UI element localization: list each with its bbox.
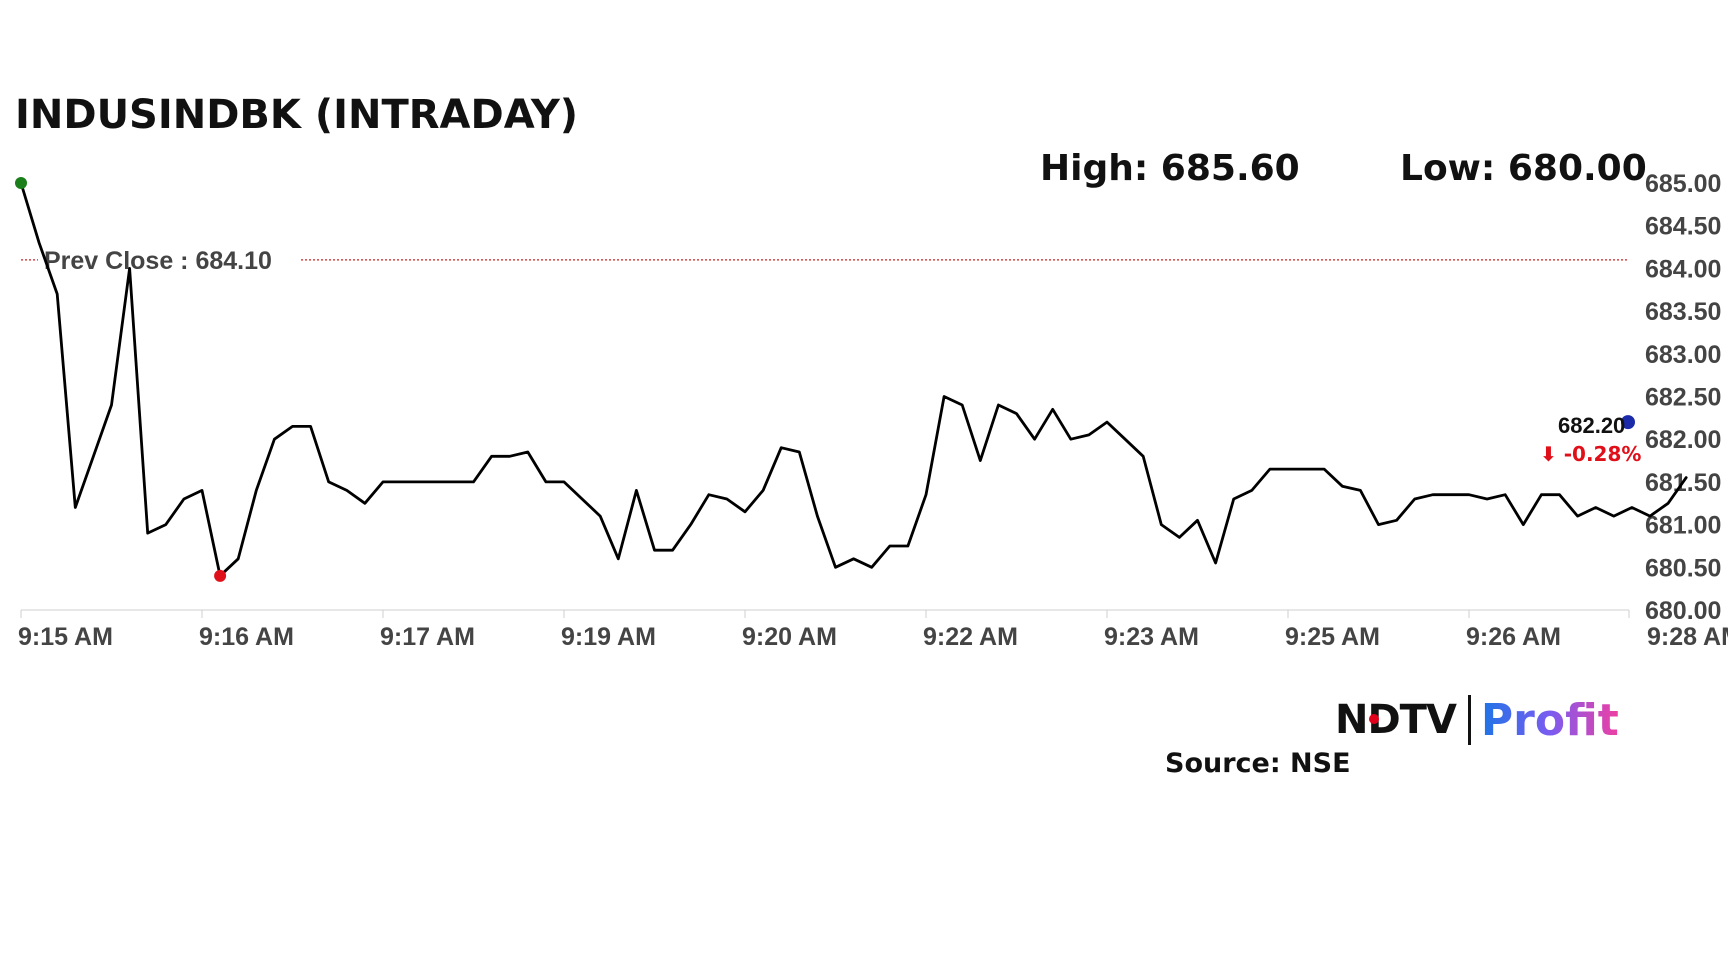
y-tick-label: 685.00 [1645, 170, 1721, 198]
x-tick-label: 9:22 AM [923, 623, 1018, 651]
x-tick-label: 9:17 AM [380, 623, 475, 651]
day-low-marker [214, 569, 227, 582]
x-tick-label: 9:16 AM [199, 623, 294, 651]
x-tick-label: 9:25 AM [1285, 623, 1380, 651]
ndtv-profit-logo: NDTV Profit [1335, 692, 1619, 748]
day-low-label: Low: 680.00 [1400, 148, 1647, 189]
y-tick-label: 681.00 [1645, 512, 1721, 540]
chart-title: INDUSINDBK (INTRADAY) [15, 92, 579, 138]
ndtv-wordmark: NDTV [1335, 697, 1457, 743]
x-tick-label: 9:26 AM [1466, 623, 1561, 651]
source-label: Source: NSE [1165, 748, 1351, 779]
logo-divider [1467, 695, 1471, 745]
y-tick-label: 680.50 [1645, 554, 1721, 582]
x-tick-label: 9:20 AM [742, 623, 837, 651]
y-tick-label: 684.50 [1645, 213, 1721, 241]
y-tick-label: 682.00 [1645, 426, 1721, 454]
last-price-label: 682.20 [1558, 413, 1625, 438]
x-tick-label: 9:23 AM [1104, 623, 1199, 651]
open-price-marker [15, 177, 27, 189]
day-high-label: High: 685.60 [1040, 148, 1300, 189]
y-tick-label: 680.00 [1645, 597, 1721, 625]
last-price-marker [1621, 415, 1635, 430]
x-tick-label: 9:28 AM [1647, 623, 1728, 651]
y-tick-label: 684.00 [1645, 255, 1721, 283]
price-series-line [19, 181, 1688, 578]
y-tick-label: 683.50 [1645, 298, 1721, 326]
logo-red-dot [1369, 714, 1379, 724]
profit-wordmark: Profit [1480, 694, 1619, 746]
x-tick-label: 9:19 AM [561, 623, 656, 651]
change-percent-label: ⬇ -0.28% [1540, 442, 1641, 466]
prev-close-label-bg [38, 241, 300, 276]
y-tick-label: 683.00 [1645, 341, 1721, 369]
prev-close-label: Prev Close : 684.10 [44, 247, 272, 275]
x-tick-label: 9:15 AM [18, 623, 113, 651]
y-tick-label: 682.50 [1645, 384, 1721, 412]
